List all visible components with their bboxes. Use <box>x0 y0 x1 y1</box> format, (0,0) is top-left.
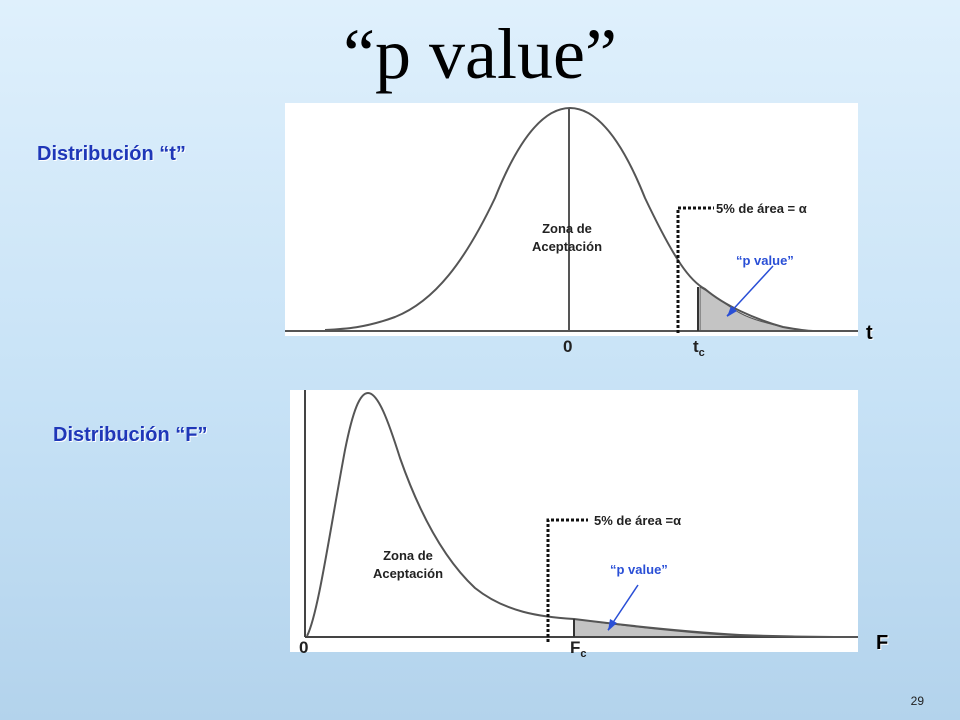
f-acceptance-zone-label: Zona de Aceptación <box>348 547 468 583</box>
f-density-curve <box>306 391 858 638</box>
f-pvalue-shaded-area <box>573 618 791 638</box>
f-area-alpha-label: 5% de área =α <box>594 513 682 528</box>
f-area-bracket <box>546 518 588 642</box>
f-distribution-panel: Zona de Aceptación 5% de área =α “p valu… <box>290 390 858 652</box>
f-critical-value: Fc <box>570 638 587 660</box>
t-density-curve <box>324 106 814 332</box>
f-tick-zero: 0 <box>299 638 309 657</box>
t-distribution-panel: Zona de Aceptación 5% de área = α “p val… <box>285 103 858 336</box>
t-pvalue-arrowhead <box>727 306 737 317</box>
f-zone-line1: Zona de <box>383 548 433 563</box>
t-axis-letter: t <box>866 322 873 344</box>
f-critical-main: F <box>570 638 581 657</box>
t-zone-line1: Zona de <box>542 221 592 236</box>
t-pvalue-arrow <box>726 265 774 317</box>
t-distribution-plot <box>285 106 858 333</box>
f-zone-line2: Aceptación <box>372 566 444 581</box>
t-critical-sub: c <box>698 347 705 359</box>
t-critical-value: tc <box>693 337 705 359</box>
f-distribution-plot <box>304 390 858 642</box>
t-acceptance-zone-label: Zona de Aceptación <box>507 220 627 256</box>
f-critical-sub: c <box>580 648 587 660</box>
f-axis-letter: F <box>876 632 889 654</box>
page-number: 29 <box>910 694 924 708</box>
t-critical-main: t <box>693 337 699 356</box>
f-pvalue-arrowhead <box>608 619 617 631</box>
f-pvalue-label: “p value” <box>610 562 668 577</box>
f-distribution-label: Distribución “F” <box>53 424 208 446</box>
t-tick-zero: 0 <box>563 337 573 356</box>
t-distribution-label: Distribución “t” <box>37 143 186 165</box>
t-area-bracket <box>676 206 714 333</box>
t-pvalue-label: “p value” <box>736 253 794 268</box>
slide-title: “p value” <box>343 14 617 94</box>
t-zone-line2: Aceptación <box>531 239 603 254</box>
t-area-alpha-label: 5% de área = α <box>716 201 807 216</box>
t-pvalue-shaded-area <box>699 286 811 332</box>
